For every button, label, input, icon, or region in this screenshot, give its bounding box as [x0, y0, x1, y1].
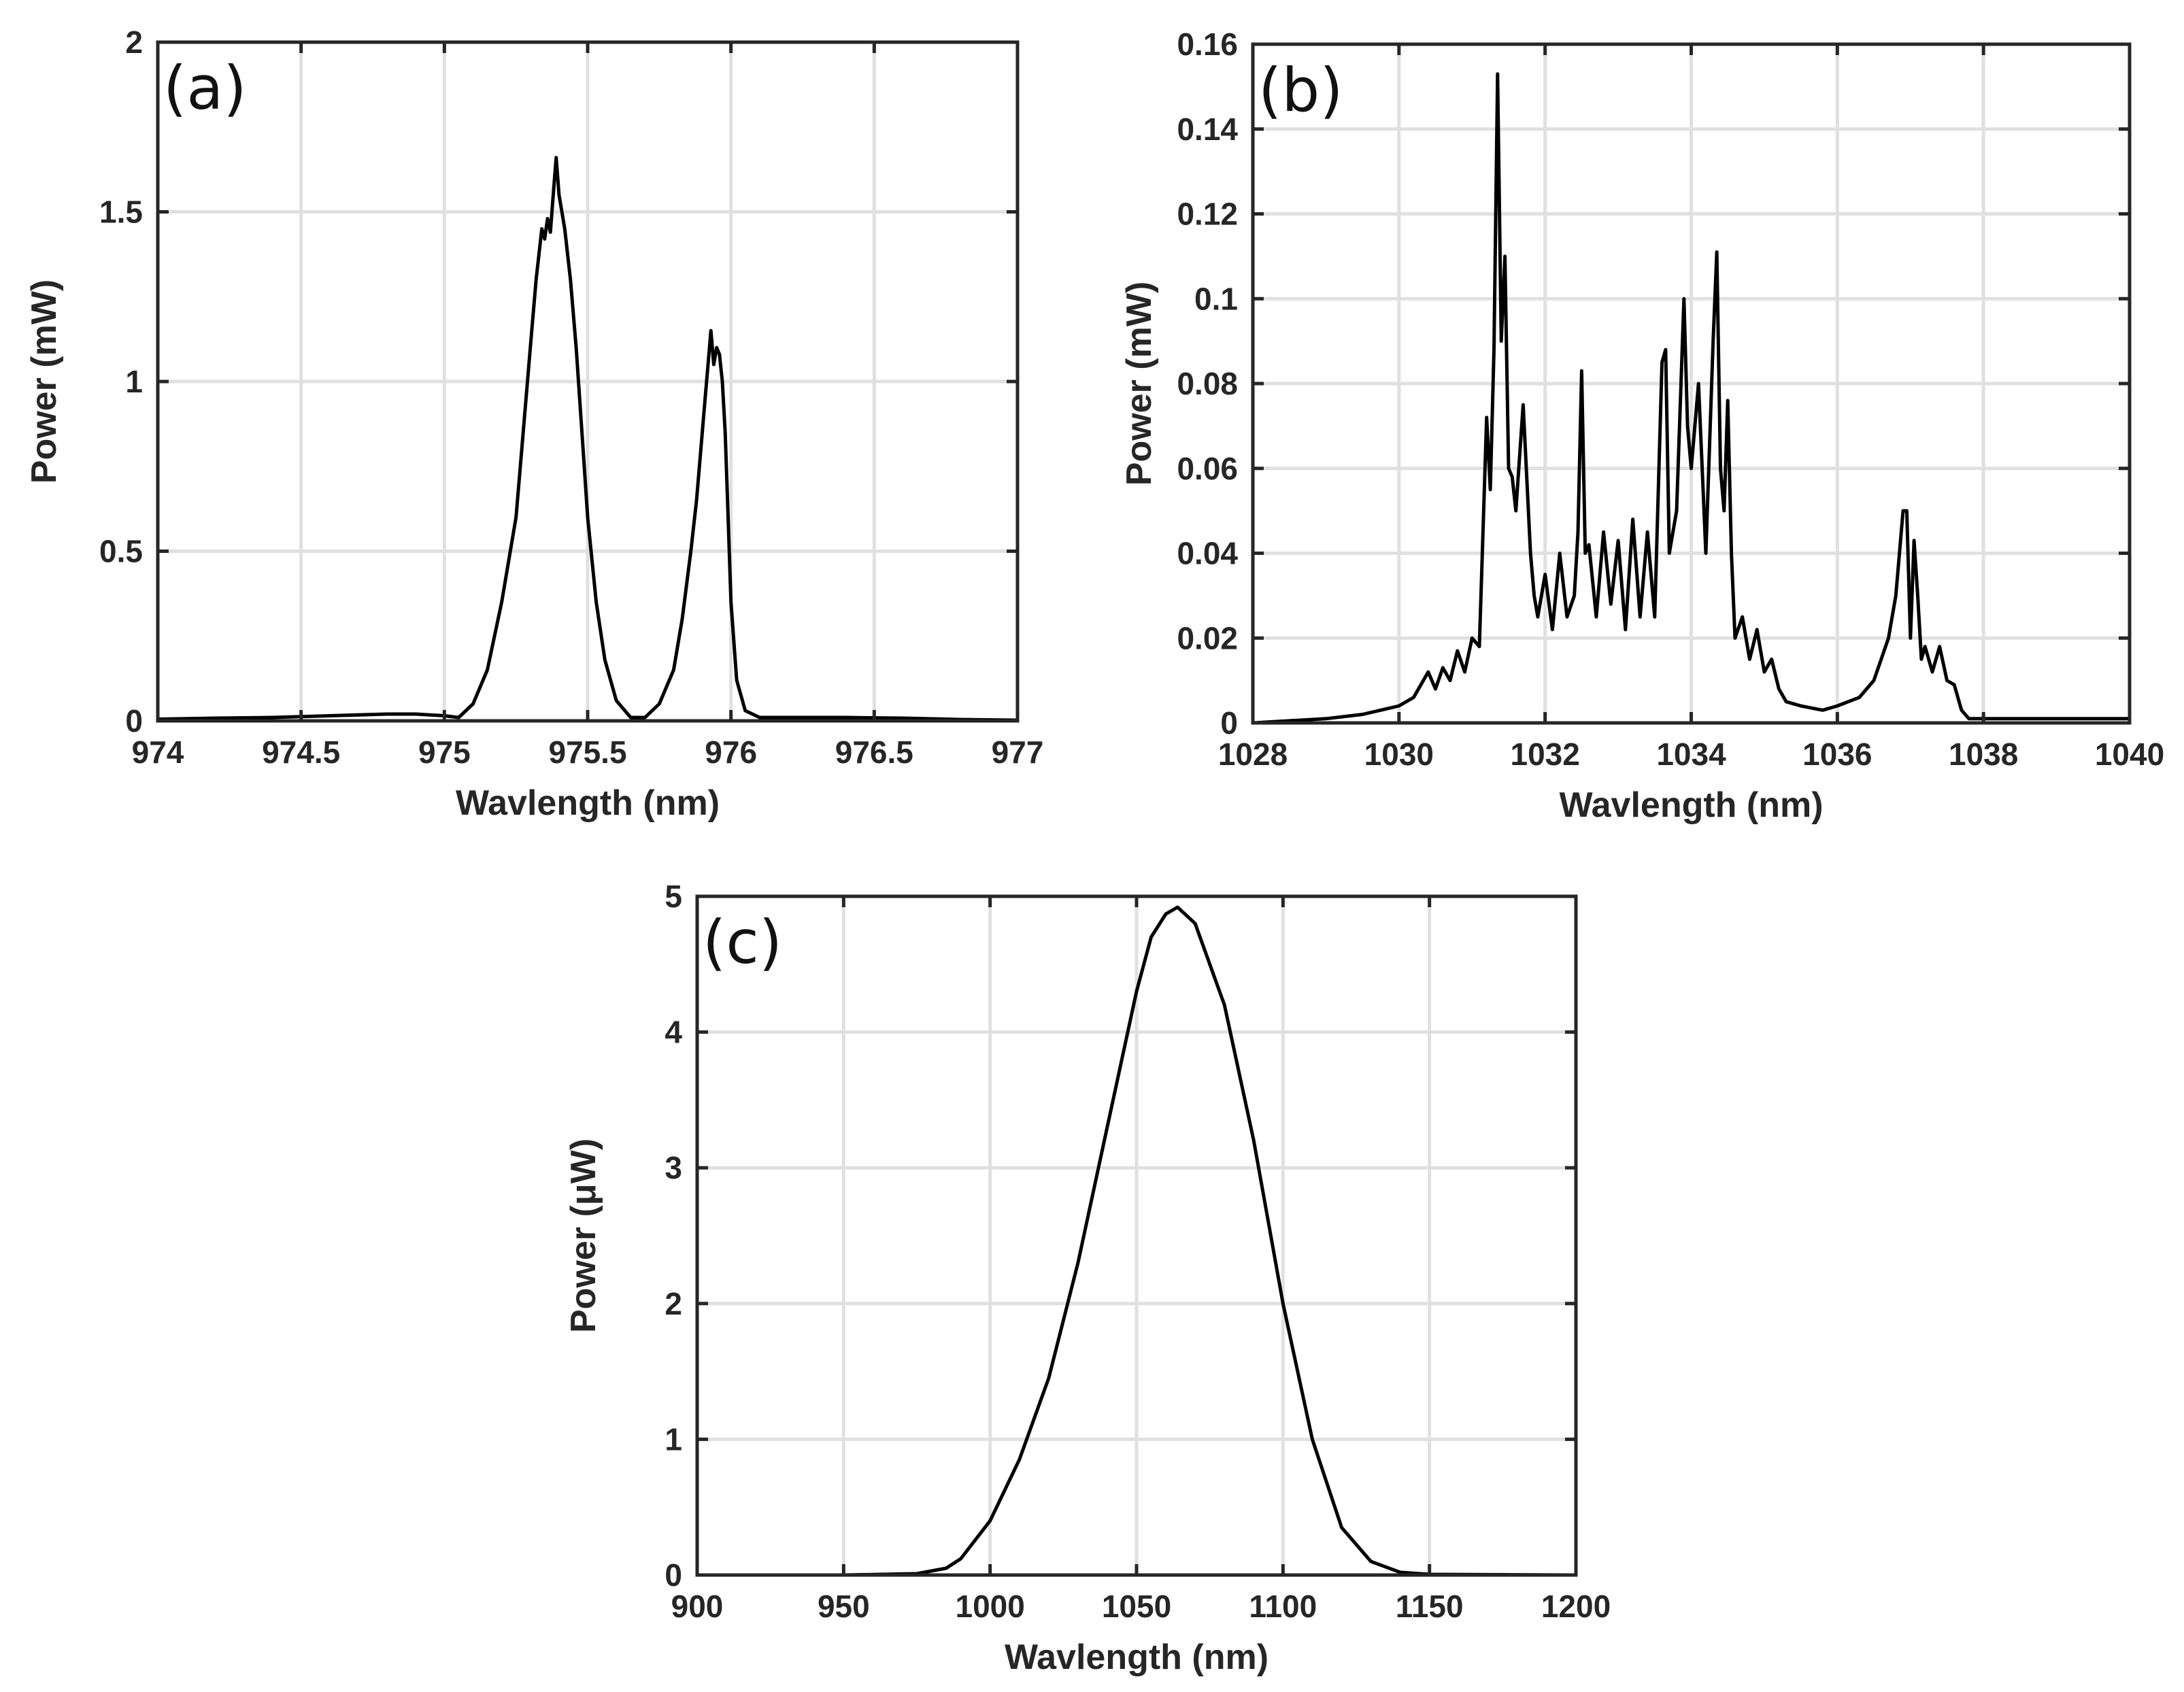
panel-a: 974 974.5 975 975.5 976 976.5 977 0 0.5 1 1.5 2 Wavl…: [24, 24, 1043, 823]
x-tick-label: 1100: [1249, 1589, 1317, 1624]
panel-label: (b): [1258, 55, 1343, 125]
x-tick-label: 1028: [1218, 737, 1288, 772]
y-tick-label: 0.14: [1177, 112, 1238, 147]
x-axis-label: Wavlength (nm): [456, 783, 720, 823]
x-tick-label: 976.5: [835, 734, 913, 770]
panel-c: 900 950 1000 1050 1100 1150 1200 0 1 2 3 4 5 Wavlengt…: [564, 879, 1611, 1677]
series-line-spectrum: [157, 156, 1018, 722]
panel-label: (a): [163, 53, 247, 123]
panel-b: 1028 1030 1032 1034 1036 1038 1040 0 0.02 0.04 0.0…: [1120, 27, 2164, 825]
x-tick-label: 977: [992, 734, 1044, 770]
x-tick-label: 1036: [1802, 737, 1872, 772]
y-tick-label: 2: [665, 1286, 682, 1321]
y-tick-label: 1.5: [99, 194, 143, 230]
y-tick-label: 0.1: [1194, 281, 1238, 316]
series-line-spectrum: [1252, 72, 2130, 725]
y-axis-label: Power (μW): [564, 1138, 603, 1333]
y-tick-label: 1: [125, 364, 143, 399]
x-tick-label: 1200: [1541, 1589, 1611, 1624]
y-tick-label: 0.08: [1177, 366, 1238, 401]
x-tick-label: 1050: [1102, 1589, 1171, 1624]
y-tick-label: 2: [125, 24, 143, 60]
y-tick-label: 0.16: [1177, 27, 1238, 62]
y-tick-label: 0.06: [1177, 451, 1238, 486]
y-tick-label: 0.02: [1177, 620, 1238, 656]
x-tick-label: 975: [418, 734, 471, 770]
x-tick-label: 1000: [955, 1589, 1024, 1624]
x-axis-label: Wavlength (nm): [1005, 1638, 1269, 1677]
x-tick-label: 1034: [1656, 737, 1726, 772]
y-tick-label: 0: [665, 1557, 682, 1593]
panel-label: (c): [703, 907, 782, 977]
y-tick-label: 0.12: [1177, 197, 1238, 232]
x-tick-label: 950: [818, 1589, 870, 1624]
y-axis-label: Power (mW): [24, 280, 64, 484]
y-tick-label: 0.04: [1177, 536, 1238, 571]
y-axis-label: Power (mW): [1120, 282, 1159, 486]
y-tick-label: 4: [665, 1015, 682, 1050]
y-tick-label: 5: [665, 879, 682, 914]
x-tick-label: 974.5: [262, 734, 340, 770]
x-tick-label: 1038: [1949, 737, 2018, 772]
x-tick-label: 975.5: [548, 734, 626, 770]
x-axis-label: Wavlength (nm): [1559, 785, 1823, 825]
y-tick-label: 3: [665, 1150, 682, 1185]
x-tick-label: 1150: [1396, 1589, 1464, 1624]
y-tick-label: 0: [125, 703, 143, 739]
y-tick-label: 1: [665, 1421, 682, 1457]
x-tick-label: 974: [132, 734, 184, 770]
x-tick-label: 1032: [1510, 737, 1579, 772]
x-tick-label: 900: [671, 1589, 724, 1624]
x-tick-label: 1030: [1364, 737, 1434, 772]
x-tick-label: 1040: [2095, 737, 2164, 772]
series-line-spectrum: [697, 905, 1577, 1577]
y-tick-label: 0.5: [99, 534, 143, 569]
x-tick-label: 976: [705, 734, 757, 770]
y-tick-label: 0: [1220, 705, 1238, 741]
